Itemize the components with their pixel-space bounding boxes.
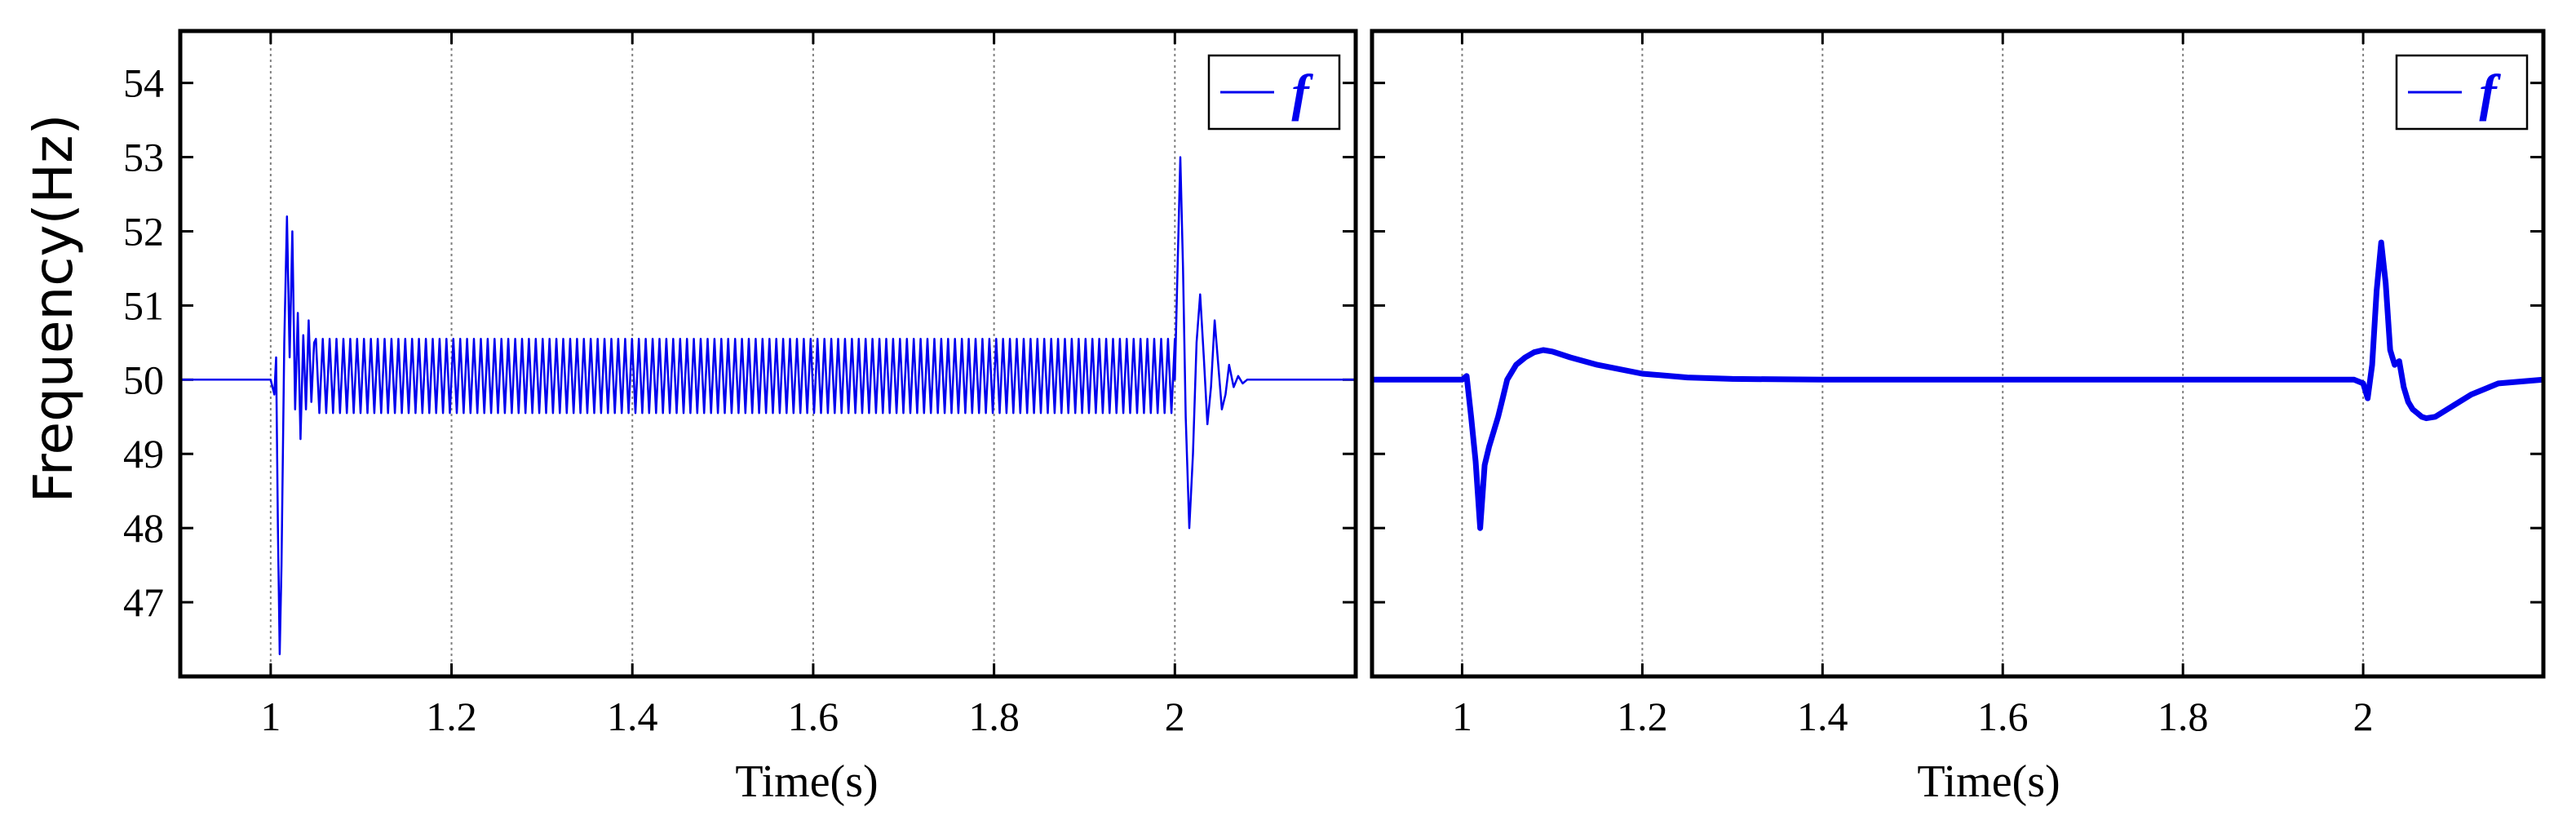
x-tick-label: 1: [260, 694, 281, 739]
series-line-f: [180, 156, 1356, 655]
x-tick-label: 1.6: [788, 694, 839, 739]
y-tick-label: 49: [123, 431, 164, 477]
x-tick-label: 2: [2353, 694, 2374, 739]
y-axis-label: Frequency(Hz): [22, 114, 85, 503]
y-tick-label: 52: [123, 208, 164, 254]
y-tick-label: 50: [123, 357, 164, 402]
x-tick-label: 1: [1452, 694, 1472, 739]
right-panel: 1 1.2 1.4 1.6 1.8 2f: [1370, 29, 2546, 739]
y-tick-label: 53: [123, 135, 164, 180]
y-tick-label: 51: [123, 282, 164, 328]
x-tick-label: 1.2: [1617, 694, 1668, 739]
x-tick-label: 2: [1165, 694, 1185, 739]
x-tick-label: 1.2: [426, 694, 477, 739]
y-tick-label: 54: [123, 60, 164, 106]
plot-frame: [178, 29, 1358, 679]
plot-frame: [1370, 29, 2546, 679]
y-tick-label: 47: [123, 579, 164, 625]
x-tick-label: 1.4: [607, 694, 658, 739]
y-tick-label: 48: [123, 505, 164, 551]
x-tick-label: 1.6: [1977, 694, 2029, 739]
x-tick-label: 1.8: [968, 694, 1020, 739]
series-line-f: [1372, 239, 2543, 531]
left-x-axis-label: Time(s): [735, 756, 878, 807]
x-tick-label: 1.8: [2158, 694, 2209, 739]
right-x-axis-label: Time(s): [1917, 756, 2060, 807]
x-tick-label: 1.4: [1797, 694, 1848, 739]
